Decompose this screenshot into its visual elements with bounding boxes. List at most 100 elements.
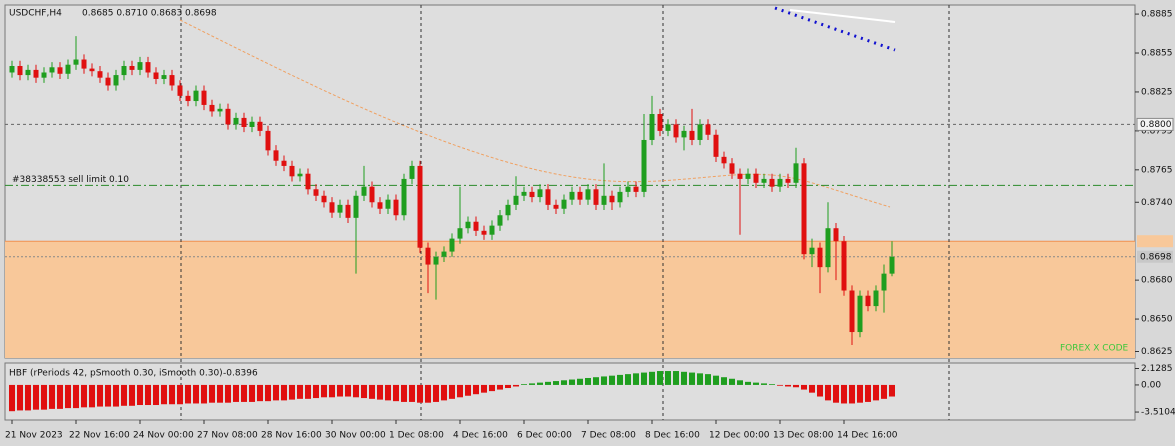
candle-body bbox=[529, 191, 535, 198]
y-tick-label: 0.8885 bbox=[1141, 10, 1173, 20]
candle-body bbox=[697, 124, 703, 140]
candle-body bbox=[409, 165, 415, 179]
histogram-bar bbox=[137, 384, 143, 406]
x-tick-label: 8 Dec 16:00 bbox=[645, 431, 700, 441]
histogram-bar bbox=[641, 372, 647, 385]
histogram-bar bbox=[865, 384, 871, 402]
moving-average bbox=[179, 19, 891, 208]
histogram-bar bbox=[457, 384, 463, 398]
histogram-bar bbox=[873, 384, 879, 401]
histogram-bar bbox=[361, 384, 367, 399]
candle-body bbox=[889, 256, 895, 274]
histogram-bar bbox=[313, 384, 319, 399]
candle-body bbox=[865, 295, 871, 307]
x-tick-label: 7 Dec 08:00 bbox=[581, 431, 636, 441]
candle-body bbox=[745, 173, 751, 179]
histogram-bar bbox=[625, 374, 631, 385]
candle-body bbox=[577, 191, 583, 200]
candle-body bbox=[33, 69, 39, 78]
candle-body bbox=[881, 273, 887, 291]
candle-body bbox=[737, 173, 743, 179]
candle-body bbox=[521, 191, 527, 196]
histogram-bar bbox=[193, 384, 199, 404]
x-tick-label: 4 Dec 16:00 bbox=[453, 431, 508, 441]
histogram-bar bbox=[825, 384, 831, 401]
candle-body bbox=[41, 72, 47, 78]
candle-body bbox=[449, 238, 455, 252]
histogram-bar bbox=[105, 384, 111, 407]
histogram-bar bbox=[33, 384, 39, 410]
x-tick-label: 21 Nov 2023 bbox=[5, 431, 63, 441]
candle-body bbox=[601, 195, 607, 205]
candle-body bbox=[209, 104, 215, 112]
candle-body bbox=[833, 228, 839, 242]
candle-body bbox=[249, 121, 255, 127]
candle-body bbox=[161, 75, 167, 79]
histogram-bar bbox=[569, 379, 575, 385]
histogram-bar bbox=[729, 378, 735, 385]
candle-body bbox=[345, 204, 351, 218]
y-tick-label: -3.5104 bbox=[1141, 408, 1175, 418]
histogram-bar bbox=[633, 373, 639, 385]
histogram-bar bbox=[617, 374, 623, 385]
candle-body bbox=[753, 173, 759, 183]
histogram-bar bbox=[449, 384, 455, 399]
candle-body bbox=[17, 65, 23, 76]
candle-body bbox=[849, 290, 855, 333]
candle-body bbox=[841, 241, 847, 291]
candle-body bbox=[729, 163, 735, 174]
candle-body bbox=[793, 163, 799, 183]
histogram-bar bbox=[441, 384, 447, 401]
histogram-bar bbox=[505, 384, 511, 389]
histogram-bar bbox=[513, 384, 519, 387]
zone-layer bbox=[5, 240, 1135, 358]
candle-body bbox=[49, 67, 55, 73]
histogram-bar bbox=[793, 384, 799, 388]
histogram-bar bbox=[521, 384, 527, 385]
candle-body bbox=[609, 195, 615, 203]
y-tick-label: 0.8625 bbox=[1141, 347, 1173, 357]
histogram-bar bbox=[697, 373, 703, 385]
candle-body bbox=[617, 191, 623, 203]
y-tick-label: 2.1285 bbox=[1141, 364, 1173, 374]
candle-body bbox=[377, 202, 383, 209]
y-tick-label: 0.00 bbox=[1141, 380, 1161, 390]
candle-body bbox=[113, 75, 119, 86]
candle-body bbox=[217, 108, 223, 112]
candle-body bbox=[801, 163, 807, 255]
x-tick-label: 1 Dec 08:00 bbox=[389, 431, 444, 441]
x-tick-label: 22 Nov 16:00 bbox=[69, 431, 130, 441]
candle-body bbox=[705, 124, 711, 135]
candle-body bbox=[25, 69, 31, 76]
candle-body bbox=[689, 130, 695, 140]
y-tick-label: 0.8795 bbox=[1141, 126, 1173, 136]
histogram-bar bbox=[217, 384, 223, 403]
candle-body bbox=[185, 95, 191, 102]
candle-body bbox=[417, 165, 423, 248]
histogram-bar bbox=[425, 384, 431, 403]
histogram-bar bbox=[601, 376, 607, 385]
y-tick-label: 0.8855 bbox=[1141, 49, 1173, 59]
histogram-bar bbox=[297, 384, 303, 399]
trend-line-dotted bbox=[774, 6, 896, 52]
histogram-bar bbox=[337, 384, 343, 397]
candle-body bbox=[201, 90, 207, 105]
candle-body bbox=[545, 189, 551, 205]
candle-body bbox=[137, 62, 143, 70]
x-tick-label: 12 Dec 00:00 bbox=[709, 431, 770, 441]
histogram-bar bbox=[225, 384, 231, 403]
candle-body bbox=[89, 68, 95, 72]
watermark: FOREX X CODE bbox=[1060, 344, 1129, 354]
histogram-bar bbox=[97, 384, 103, 407]
histogram-bar bbox=[713, 375, 719, 385]
candle-body bbox=[569, 191, 575, 200]
histogram-bar bbox=[281, 384, 287, 401]
histogram-bar bbox=[849, 384, 855, 404]
candle-body bbox=[857, 295, 863, 333]
x-tick-label: 30 Nov 00:00 bbox=[325, 431, 386, 441]
header-symbol: USDCHF,H4 bbox=[9, 9, 62, 19]
histogram-bar bbox=[17, 384, 23, 411]
candle-body bbox=[73, 59, 79, 65]
x-tick-label: 6 Dec 00:00 bbox=[517, 431, 572, 441]
histogram-bar bbox=[249, 384, 255, 402]
